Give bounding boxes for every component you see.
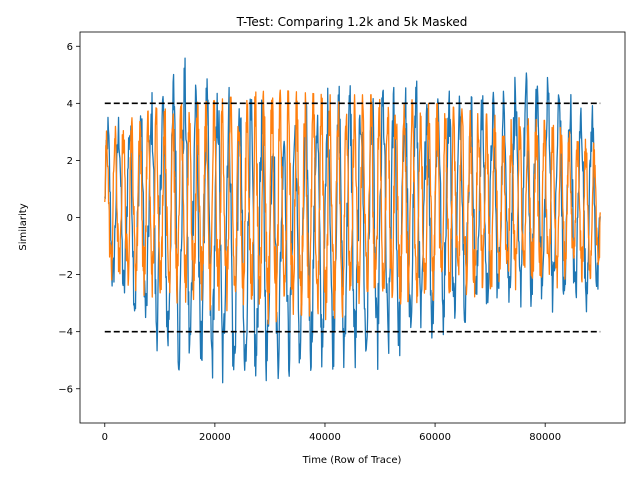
orange-series-line [104,89,601,325]
chart-title: T-Test: Comparing 1.2k and 5k Masked [236,15,468,29]
y-axis: −6 −4 −2 0 2 4 6 [58,42,80,395]
x-tick-label: 80000 [529,432,561,443]
y-tick-label: −6 [58,384,73,395]
axes-frame [79,31,626,424]
x-tick-label: 40000 [309,432,341,443]
y-tick-label: 0 [67,213,73,224]
plot-area [104,57,601,384]
y-tick-label: −2 [58,270,73,281]
x-axis: 0 20000 40000 60000 80000 [102,423,561,443]
y-axis-label: Similarity [18,203,29,250]
x-tick-label: 0 [102,432,108,443]
x-tick-label: 60000 [419,432,451,443]
y-tick-label: 4 [67,99,73,110]
x-axis-label: Time (Row of Trace) [302,455,402,466]
x-tick-label: 20000 [199,432,231,443]
y-tick-label: −4 [58,327,73,338]
y-tick-label: 2 [67,156,73,167]
y-tick-label: 6 [67,42,73,53]
